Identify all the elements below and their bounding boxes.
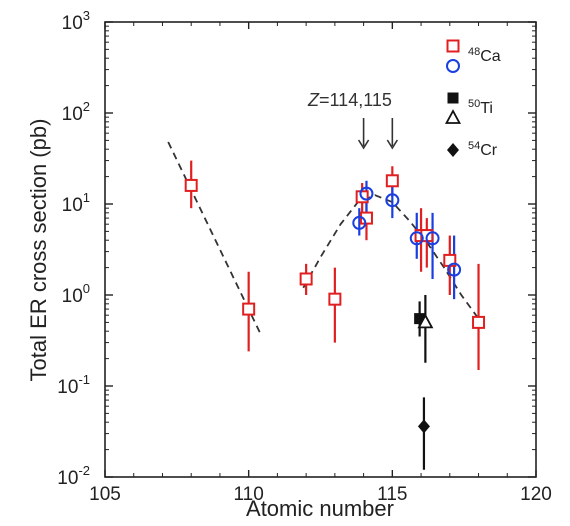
- markers-filled-diamond: [417, 419, 430, 434]
- y-tick-label: 10-2: [57, 463, 90, 489]
- legend-label: 54Cr: [468, 140, 498, 159]
- x-tick-label: 105: [89, 484, 121, 505]
- data-point: [472, 315, 486, 329]
- data-point: [352, 215, 367, 230]
- x-tick-label: 110: [234, 484, 264, 505]
- data-point: [417, 313, 434, 329]
- x-tick-labels: 105 110 115 120: [89, 484, 552, 505]
- legend-marker: [446, 59, 460, 73]
- annotation-arrow-head: [357, 139, 370, 150]
- x-tick-label: 120: [520, 484, 552, 505]
- x-tick-label: 115: [377, 484, 407, 505]
- y-tick-label: 100: [62, 281, 90, 307]
- data-point: [425, 231, 440, 246]
- axis-ticks: [104, 21, 537, 478]
- markers-open-triangle: [417, 313, 434, 329]
- z-annotation: Z=114,115: [307, 90, 399, 150]
- annotation-label: Z=114,115: [307, 90, 392, 110]
- annotation-arrow-head: [386, 139, 399, 150]
- legend-marker: [446, 39, 460, 53]
- data-point: [242, 302, 256, 316]
- data-point: [328, 292, 342, 306]
- x-axis-title: Atomic number: [246, 496, 394, 521]
- y-tick-label: 103: [62, 8, 90, 34]
- y-tick-labels: 10-2 10-1 100 101 102 103: [57, 8, 90, 489]
- y-axis-title: Total ER cross section (pb): [26, 119, 51, 382]
- y-tick-label: 10-1: [57, 372, 90, 398]
- legend-label: 50Ti: [468, 98, 493, 117]
- data-point: [299, 272, 313, 286]
- legend-marker: [447, 143, 459, 157]
- markers-open-circle: [352, 186, 462, 277]
- data-point: [414, 313, 426, 325]
- markers-filled-square: [414, 313, 426, 325]
- y-minor-ticks: [105, 25, 536, 451]
- y-tick-label: 102: [62, 99, 90, 125]
- data-point: [417, 419, 430, 434]
- legend: 48Ca 50Ti 54Cr: [444, 39, 501, 159]
- data-points: [184, 160, 486, 470]
- data-point: [184, 178, 198, 192]
- legend-label: 48Ca: [468, 46, 501, 65]
- plot-frame: [104, 21, 537, 478]
- legend-marker: [447, 92, 459, 104]
- legend-marker: [444, 109, 462, 124]
- y-tick-label: 101: [62, 190, 90, 216]
- series-open-square: [190, 160, 480, 370]
- series-open-circle: [358, 180, 456, 300]
- data-point: [385, 174, 399, 188]
- markers-open-square: [184, 174, 486, 329]
- data-point: [409, 231, 424, 246]
- data-point: [385, 193, 400, 208]
- data-point: [447, 262, 462, 277]
- data-point: [359, 186, 374, 201]
